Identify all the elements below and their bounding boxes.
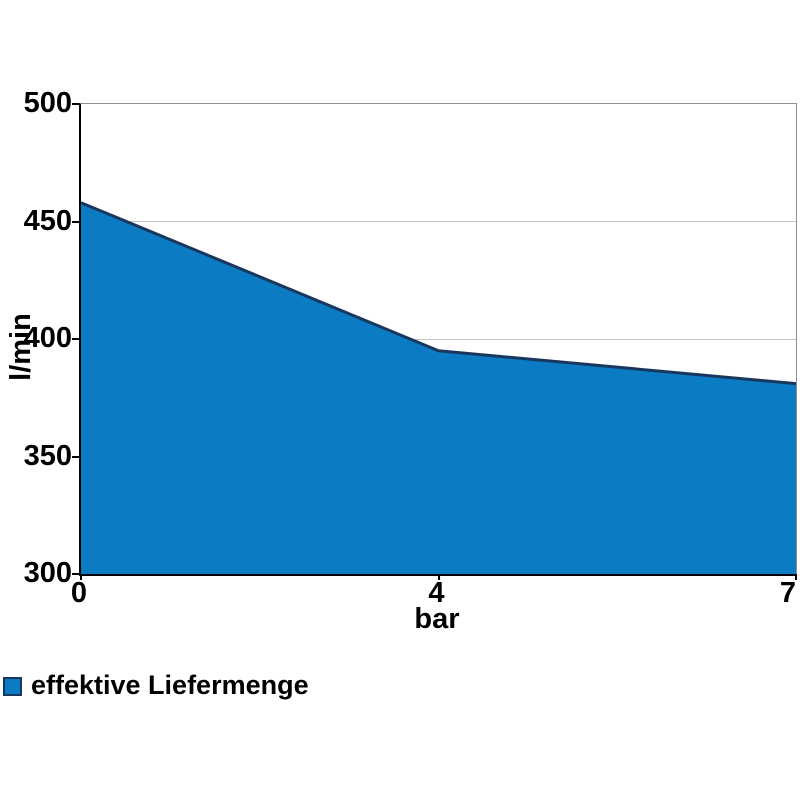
x-tick-label: 4 bbox=[428, 577, 445, 609]
gridline bbox=[81, 338, 796, 340]
x-tick-label: 0 bbox=[70, 577, 88, 609]
x-axis-title: bar bbox=[414, 603, 460, 635]
legend: effektive Liefermenge bbox=[3, 670, 309, 700]
plot-area bbox=[72, 103, 797, 580]
y-tick bbox=[72, 103, 79, 105]
legend-label: effektive Liefermenge bbox=[31, 670, 309, 700]
y-tick-label: 350 bbox=[23, 439, 72, 472]
area-fill bbox=[81, 202, 796, 574]
x-tick bbox=[80, 574, 82, 580]
area-series bbox=[81, 201, 796, 574]
y-tick-label: 300 bbox=[23, 557, 72, 589]
x-tick bbox=[437, 574, 440, 580]
y-tick bbox=[72, 220, 79, 223]
y-tick bbox=[72, 455, 79, 458]
x-tick bbox=[795, 574, 797, 580]
y-tick bbox=[72, 573, 79, 575]
gridline bbox=[81, 221, 796, 222]
y-tick bbox=[72, 338, 79, 340]
series-line bbox=[81, 201, 796, 386]
y-tick-label: 400 bbox=[23, 322, 72, 354]
legend-swatch bbox=[3, 676, 22, 696]
y-tick-label: 450 bbox=[23, 204, 72, 237]
y-tick-label: 500 bbox=[23, 87, 72, 119]
x-tick-label: 7 bbox=[779, 577, 797, 609]
